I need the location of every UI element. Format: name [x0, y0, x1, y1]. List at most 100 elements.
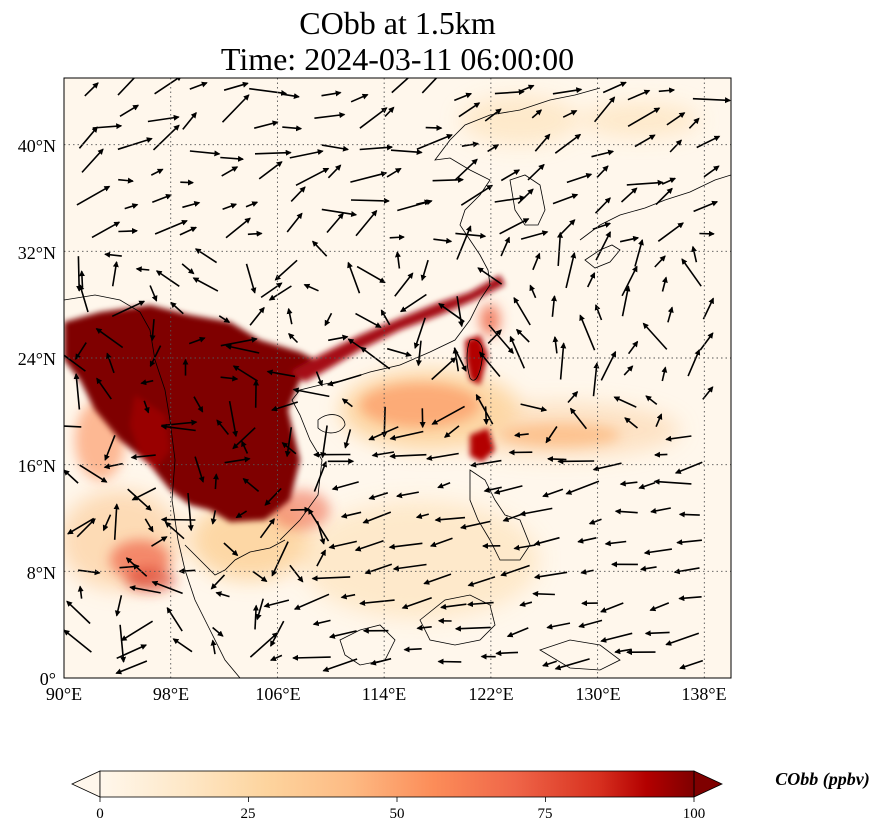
wind-arrow [687, 348, 701, 377]
wind-arrow [634, 239, 644, 267]
wind-arrow [350, 171, 388, 183]
wind-arrow [106, 352, 115, 374]
wind-arrow [619, 480, 638, 487]
wind-arrow [307, 508, 330, 542]
wind-arrow [649, 602, 670, 612]
wind-arrow [149, 285, 158, 302]
wind-arrow [245, 201, 259, 208]
wind-arrow [431, 405, 465, 425]
x-tick-label: 106°E [255, 684, 301, 704]
wind-arrow [289, 564, 304, 583]
x-tick-label: 98°E [152, 684, 190, 704]
wind-arrow [519, 601, 533, 607]
wind-arrow [688, 117, 700, 129]
wind-arrow [627, 340, 639, 355]
wind-arrow [140, 379, 154, 386]
wind-arrow [624, 417, 639, 429]
wind-arrow [554, 658, 590, 671]
wind-arrow [311, 575, 351, 582]
wind-arrow [477, 267, 503, 285]
wind-arrow [76, 185, 111, 206]
wind-arrow [623, 365, 634, 376]
wind-arrow [255, 598, 264, 621]
wind-arrow [295, 167, 330, 187]
wind-arrow [401, 596, 432, 610]
wind-arrow [394, 272, 414, 297]
wind-arrow [64, 469, 79, 484]
wind-arrow [135, 266, 150, 273]
wind-arrow [390, 149, 423, 156]
wind-arrow [661, 366, 668, 382]
wind-arrow [456, 225, 472, 260]
wind-arrow [534, 133, 551, 152]
wind-arrow [614, 508, 638, 515]
wind-arrow [76, 518, 96, 538]
wind-arrow [104, 251, 122, 258]
wind-arrow [389, 234, 405, 241]
wind-arrow [545, 426, 558, 444]
wind-arrow [359, 144, 393, 151]
wind-arrow [542, 488, 564, 498]
wind-arrow [565, 480, 600, 495]
wind-arrow [322, 658, 358, 672]
wind-arrow [500, 169, 521, 182]
wind-arrow [249, 87, 288, 96]
wind-arrow [124, 203, 139, 210]
wind-arrow [179, 226, 198, 236]
wind-arrow [627, 89, 651, 101]
wind-arrow [645, 395, 658, 406]
wind-arrow [149, 319, 156, 342]
wind-arrow [64, 354, 86, 372]
wind-arrow [91, 221, 121, 239]
wind-arrow [117, 78, 136, 96]
wind-arrow [416, 199, 431, 206]
wind-arrow [586, 272, 596, 288]
wind-arrow [221, 166, 239, 177]
wind-arrow [172, 638, 193, 653]
wind-arrow [444, 425, 460, 438]
wind-arrow [565, 252, 577, 289]
wind-arrow [147, 114, 180, 123]
wind-arrow [131, 487, 157, 501]
wind-arrow [120, 620, 154, 642]
wind-arrow [661, 177, 677, 185]
y-tick-label: 24°N [17, 349, 56, 369]
wind-arrow [658, 87, 676, 94]
wind-arrow [210, 510, 217, 525]
wind-arrow [228, 400, 239, 438]
wind-arrow [187, 493, 194, 532]
wind-arrow [506, 627, 529, 638]
wind-arrow [222, 203, 238, 211]
wind-arrow [513, 296, 531, 326]
wind-arrow [626, 179, 664, 186]
x-tick-label: 138°E [681, 684, 727, 704]
wind-arrow [355, 209, 378, 237]
wind-arrow [654, 451, 668, 458]
wind-arrow [554, 133, 582, 154]
wind-arrow [403, 646, 422, 653]
wind-arrow [66, 600, 91, 625]
wind-arrow [454, 625, 491, 632]
wind-arrow [475, 393, 494, 425]
wind-arrow [493, 485, 523, 495]
wind-arrow [702, 297, 715, 320]
wind-arrow [380, 309, 391, 326]
wind-arrow [431, 357, 457, 381]
wind-arrow [627, 107, 661, 127]
wind-arrow [416, 624, 432, 631]
wind-arrow [667, 306, 674, 323]
wind-arrow [453, 92, 473, 102]
wind-arrow [416, 134, 453, 150]
wind-arrow [225, 217, 251, 239]
wind-arrow [288, 332, 299, 344]
wind-arrow [130, 454, 156, 460]
wind-arrow [515, 328, 530, 343]
wind-arrow [340, 593, 356, 600]
wind-arrow [429, 537, 453, 548]
wind-arrow [249, 632, 279, 658]
wind-arrow [592, 362, 600, 397]
wind-arrow [64, 629, 92, 653]
wind-arrow [182, 112, 197, 130]
wind-arrow [271, 541, 289, 577]
wind-arrow [313, 460, 327, 492]
